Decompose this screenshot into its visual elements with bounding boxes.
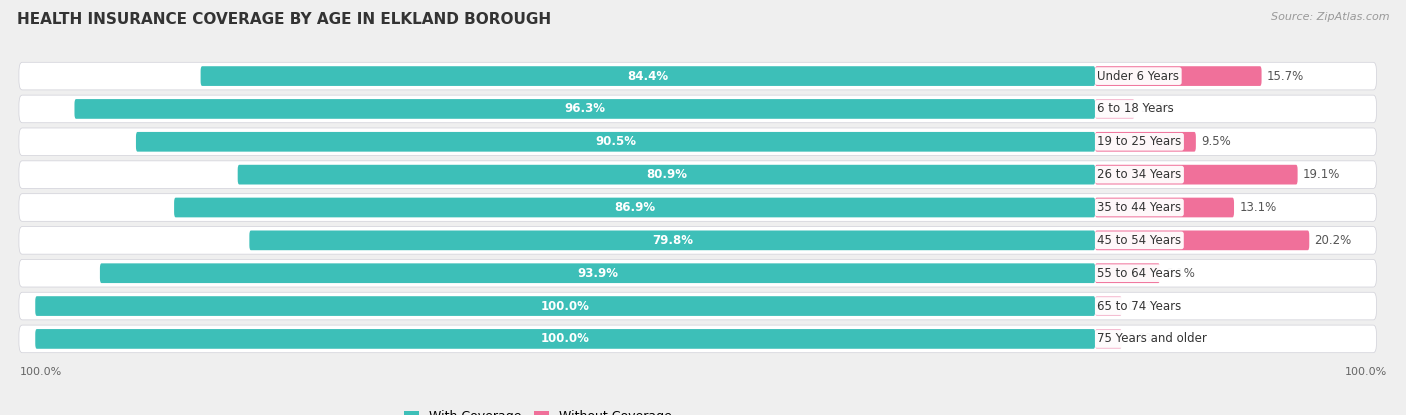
FancyBboxPatch shape [18, 325, 1376, 353]
FancyBboxPatch shape [136, 132, 1095, 151]
FancyBboxPatch shape [1095, 230, 1309, 250]
Text: 90.5%: 90.5% [595, 135, 636, 148]
FancyBboxPatch shape [1095, 66, 1261, 86]
FancyBboxPatch shape [1095, 99, 1135, 119]
Text: 13.1%: 13.1% [1239, 201, 1277, 214]
Text: 79.8%: 79.8% [652, 234, 693, 247]
Legend: With Coverage, Without Coverage: With Coverage, Without Coverage [399, 405, 676, 415]
FancyBboxPatch shape [18, 161, 1376, 188]
FancyBboxPatch shape [35, 296, 1095, 316]
Text: 100.0%: 100.0% [20, 367, 62, 377]
FancyBboxPatch shape [201, 66, 1095, 86]
Text: 65 to 74 Years: 65 to 74 Years [1097, 300, 1181, 312]
Text: 100.0%: 100.0% [541, 332, 589, 345]
FancyBboxPatch shape [75, 99, 1095, 119]
FancyBboxPatch shape [18, 227, 1376, 254]
Text: 15.7%: 15.7% [1267, 70, 1305, 83]
Text: 96.3%: 96.3% [564, 103, 606, 115]
Text: 80.9%: 80.9% [645, 168, 688, 181]
Text: 86.9%: 86.9% [614, 201, 655, 214]
Text: 26 to 34 Years: 26 to 34 Years [1097, 168, 1181, 181]
Text: 6.1%: 6.1% [1166, 267, 1195, 280]
Text: 19 to 25 Years: 19 to 25 Years [1097, 135, 1181, 148]
Text: 0.0%: 0.0% [1128, 332, 1157, 345]
Text: 100.0%: 100.0% [1344, 367, 1386, 377]
Text: 20.2%: 20.2% [1315, 234, 1351, 247]
FancyBboxPatch shape [1095, 296, 1122, 316]
FancyBboxPatch shape [174, 198, 1095, 217]
Text: 100.0%: 100.0% [541, 300, 589, 312]
Text: 19.1%: 19.1% [1303, 168, 1340, 181]
FancyBboxPatch shape [238, 165, 1095, 185]
Text: 9.5%: 9.5% [1201, 135, 1230, 148]
Text: HEALTH INSURANCE COVERAGE BY AGE IN ELKLAND BOROUGH: HEALTH INSURANCE COVERAGE BY AGE IN ELKL… [17, 12, 551, 27]
Text: 55 to 64 Years: 55 to 64 Years [1097, 267, 1181, 280]
FancyBboxPatch shape [1095, 329, 1122, 349]
Text: Under 6 Years: Under 6 Years [1097, 70, 1180, 83]
Text: 93.9%: 93.9% [576, 267, 619, 280]
FancyBboxPatch shape [18, 259, 1376, 287]
FancyBboxPatch shape [18, 292, 1376, 320]
FancyBboxPatch shape [35, 329, 1095, 349]
FancyBboxPatch shape [1095, 264, 1160, 283]
FancyBboxPatch shape [1095, 132, 1197, 151]
Text: 75 Years and older: 75 Years and older [1097, 332, 1208, 345]
FancyBboxPatch shape [18, 62, 1376, 90]
Text: 3.7%: 3.7% [1140, 103, 1170, 115]
FancyBboxPatch shape [100, 264, 1095, 283]
FancyBboxPatch shape [18, 194, 1376, 221]
FancyBboxPatch shape [1095, 165, 1298, 185]
FancyBboxPatch shape [18, 128, 1376, 156]
Text: 0.0%: 0.0% [1128, 300, 1157, 312]
FancyBboxPatch shape [18, 95, 1376, 123]
FancyBboxPatch shape [249, 230, 1095, 250]
Text: 45 to 54 Years: 45 to 54 Years [1097, 234, 1181, 247]
Text: 84.4%: 84.4% [627, 70, 668, 83]
Text: Source: ZipAtlas.com: Source: ZipAtlas.com [1271, 12, 1389, 22]
Text: 6 to 18 Years: 6 to 18 Years [1097, 103, 1174, 115]
FancyBboxPatch shape [1095, 198, 1234, 217]
Text: 35 to 44 Years: 35 to 44 Years [1097, 201, 1181, 214]
